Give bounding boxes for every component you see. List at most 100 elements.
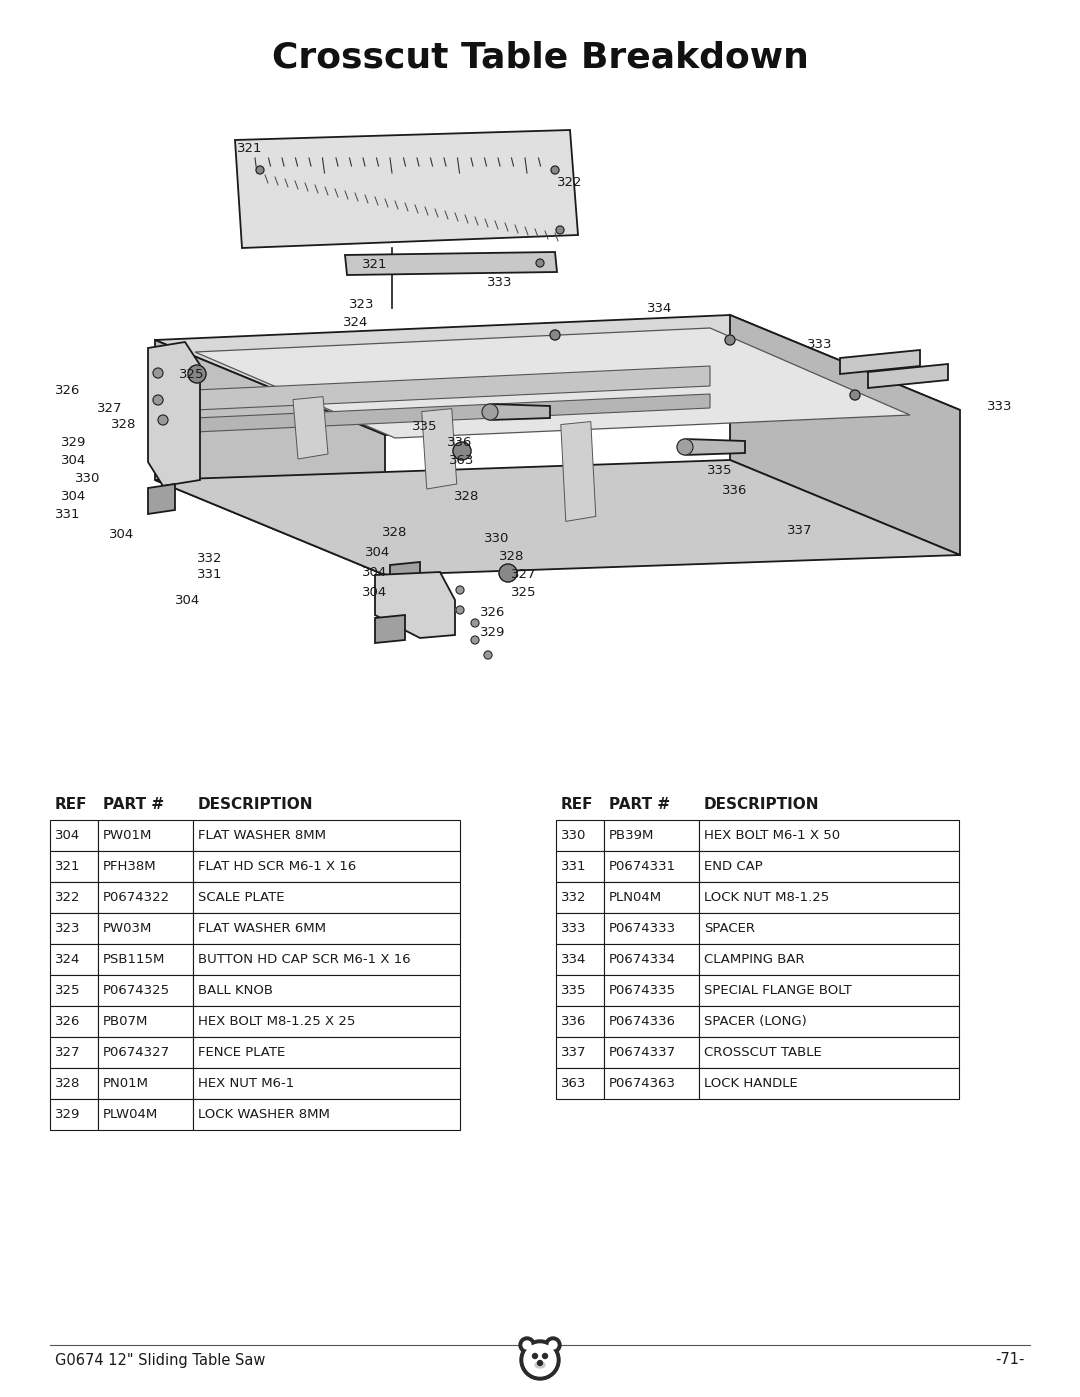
Text: PW03M: PW03M bbox=[103, 922, 152, 935]
Circle shape bbox=[471, 619, 480, 627]
Bar bbox=[556, 882, 604, 914]
Text: 326: 326 bbox=[55, 384, 81, 397]
Text: 332: 332 bbox=[198, 552, 222, 564]
Ellipse shape bbox=[535, 1362, 545, 1368]
Text: REF: REF bbox=[55, 798, 87, 812]
Text: Crosscut Table Breakdown: Crosscut Table Breakdown bbox=[271, 41, 809, 75]
Bar bbox=[98, 975, 193, 1006]
Bar bbox=[193, 944, 460, 975]
Text: 336: 336 bbox=[561, 1016, 586, 1028]
Text: P0674331: P0674331 bbox=[609, 861, 676, 873]
Bar bbox=[604, 1037, 699, 1067]
Bar bbox=[50, 1067, 98, 1099]
Bar bbox=[193, 1006, 460, 1037]
Bar bbox=[556, 1006, 604, 1037]
Text: 321: 321 bbox=[238, 141, 262, 155]
Circle shape bbox=[158, 415, 168, 425]
Text: 304: 304 bbox=[109, 528, 135, 542]
Circle shape bbox=[153, 395, 163, 405]
Bar bbox=[98, 1067, 193, 1099]
Polygon shape bbox=[293, 397, 328, 460]
Text: 330: 330 bbox=[76, 472, 100, 485]
Text: 333: 333 bbox=[987, 401, 1013, 414]
Polygon shape bbox=[148, 483, 175, 514]
Bar bbox=[556, 914, 604, 944]
Text: 328: 328 bbox=[111, 419, 137, 432]
Text: 325: 325 bbox=[511, 585, 537, 598]
Circle shape bbox=[549, 1341, 557, 1350]
Bar bbox=[699, 851, 959, 882]
Bar bbox=[699, 975, 959, 1006]
Text: P0674334: P0674334 bbox=[609, 953, 676, 965]
Text: 329: 329 bbox=[481, 626, 505, 638]
Polygon shape bbox=[345, 251, 557, 275]
Bar bbox=[193, 851, 460, 882]
Circle shape bbox=[523, 1341, 531, 1350]
Text: 326: 326 bbox=[481, 606, 505, 619]
Text: DESCRIPTION: DESCRIPTION bbox=[198, 798, 313, 812]
Text: 322: 322 bbox=[55, 891, 81, 904]
Bar bbox=[50, 944, 98, 975]
Text: HEX NUT M6-1: HEX NUT M6-1 bbox=[198, 1077, 294, 1090]
Text: 328: 328 bbox=[499, 549, 525, 563]
Text: 304: 304 bbox=[363, 587, 388, 599]
Bar bbox=[604, 820, 699, 851]
Bar bbox=[556, 1067, 604, 1099]
Text: P0674337: P0674337 bbox=[609, 1046, 676, 1059]
Text: SPACER: SPACER bbox=[704, 922, 755, 935]
Text: PFH38M: PFH38M bbox=[103, 861, 157, 873]
Text: 325: 325 bbox=[179, 369, 205, 381]
Text: 337: 337 bbox=[561, 1046, 586, 1059]
Text: PB07M: PB07M bbox=[103, 1016, 148, 1028]
Bar bbox=[699, 820, 959, 851]
Polygon shape bbox=[156, 339, 384, 576]
Polygon shape bbox=[490, 404, 550, 420]
Circle shape bbox=[524, 1344, 556, 1376]
Circle shape bbox=[256, 166, 264, 175]
Text: 330: 330 bbox=[561, 828, 586, 842]
Text: 333: 333 bbox=[561, 922, 586, 935]
Bar bbox=[98, 1006, 193, 1037]
Bar bbox=[604, 882, 699, 914]
Text: P0674335: P0674335 bbox=[609, 983, 676, 997]
Text: CLAMPING BAR: CLAMPING BAR bbox=[704, 953, 805, 965]
Circle shape bbox=[532, 1354, 538, 1358]
Bar bbox=[699, 1067, 959, 1099]
Text: PLW04M: PLW04M bbox=[103, 1108, 159, 1120]
Bar bbox=[50, 1006, 98, 1037]
Text: 327: 327 bbox=[97, 401, 123, 415]
Text: 328: 328 bbox=[55, 1077, 80, 1090]
Text: 337: 337 bbox=[787, 524, 813, 536]
Circle shape bbox=[456, 606, 464, 615]
Text: P0674322: P0674322 bbox=[103, 891, 171, 904]
Text: DESCRIPTION: DESCRIPTION bbox=[704, 798, 820, 812]
Text: 323: 323 bbox=[349, 299, 375, 312]
Bar bbox=[604, 975, 699, 1006]
Bar bbox=[556, 944, 604, 975]
Circle shape bbox=[471, 636, 480, 644]
Text: 304: 304 bbox=[363, 567, 388, 580]
Text: LOCK NUT M8-1.25: LOCK NUT M8-1.25 bbox=[704, 891, 829, 904]
Text: P0674336: P0674336 bbox=[609, 1016, 676, 1028]
Circle shape bbox=[453, 441, 471, 460]
Bar bbox=[699, 944, 959, 975]
Text: 334: 334 bbox=[647, 302, 673, 314]
Text: 333: 333 bbox=[807, 338, 833, 352]
Bar bbox=[699, 1006, 959, 1037]
Bar bbox=[193, 820, 460, 851]
Text: 363: 363 bbox=[561, 1077, 586, 1090]
Text: END CAP: END CAP bbox=[704, 861, 762, 873]
Text: 321: 321 bbox=[55, 861, 81, 873]
Bar bbox=[556, 820, 604, 851]
Bar bbox=[50, 1099, 98, 1130]
Circle shape bbox=[188, 365, 206, 383]
Bar bbox=[604, 1006, 699, 1037]
Bar bbox=[193, 1037, 460, 1067]
Text: 331: 331 bbox=[55, 507, 81, 521]
Text: 336: 336 bbox=[447, 436, 473, 450]
Text: 304: 304 bbox=[62, 454, 86, 467]
Text: 327: 327 bbox=[511, 567, 537, 581]
Text: 331: 331 bbox=[198, 569, 222, 581]
Bar bbox=[98, 1099, 193, 1130]
Bar bbox=[556, 851, 604, 882]
